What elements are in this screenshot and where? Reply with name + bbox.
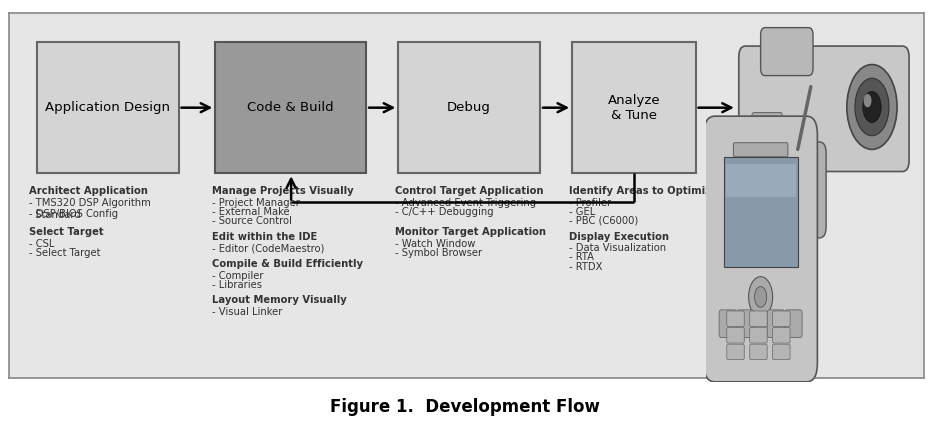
Text: - C/C++ Debugging: - C/C++ Debugging [395, 207, 494, 217]
Circle shape [863, 94, 870, 107]
FancyBboxPatch shape [736, 310, 754, 338]
Circle shape [754, 287, 766, 307]
FancyBboxPatch shape [772, 311, 789, 326]
Text: Select Target: Select Target [30, 227, 104, 237]
Text: Analyze
& Tune: Analyze & Tune [607, 94, 660, 122]
FancyBboxPatch shape [726, 328, 743, 343]
Text: - Visual Linker: - Visual Linker [213, 307, 282, 317]
Text: - Editor (CodeMaestro): - Editor (CodeMaestro) [213, 243, 325, 254]
FancyBboxPatch shape [723, 157, 797, 267]
FancyBboxPatch shape [772, 328, 789, 343]
Text: Application Design: Application Design [45, 101, 170, 114]
FancyBboxPatch shape [764, 142, 825, 238]
FancyBboxPatch shape [767, 310, 784, 338]
Text: - RTDX: - RTDX [569, 262, 602, 272]
Text: - Project Manager: - Project Manager [213, 198, 300, 208]
FancyBboxPatch shape [725, 164, 794, 197]
Text: - Libraries: - Libraries [213, 280, 262, 290]
Text: - Profiler: - Profiler [569, 198, 611, 208]
Text: - Advanced Event Triggering: - Advanced Event Triggering [395, 198, 536, 208]
Text: Manage Projects Visually: Manage Projects Visually [213, 186, 354, 196]
Text: Edit within the IDE: Edit within the IDE [213, 232, 317, 242]
Text: Layout Memory Visually: Layout Memory Visually [213, 296, 347, 305]
Text: Monitor Target Application: Monitor Target Application [395, 227, 546, 237]
Circle shape [854, 78, 888, 136]
FancyBboxPatch shape [784, 310, 801, 338]
Circle shape [862, 91, 880, 122]
Text: - External Make: - External Make [213, 207, 290, 217]
Text: Figure 1.  Development Flow: Figure 1. Development Flow [329, 398, 599, 416]
FancyBboxPatch shape [572, 42, 695, 173]
Text: - Symbol Browser: - Symbol Browser [395, 248, 482, 258]
Text: Control Target Application: Control Target Application [395, 186, 544, 196]
FancyBboxPatch shape [749, 344, 767, 360]
Text: - Compiler: - Compiler [213, 271, 264, 281]
Text: - Source Control: - Source Control [213, 216, 292, 226]
Text: - Watch Window: - Watch Window [395, 239, 475, 248]
Text: Compile & Build Efficiently: Compile & Build Efficiently [213, 259, 363, 269]
FancyBboxPatch shape [718, 310, 736, 338]
FancyBboxPatch shape [749, 328, 767, 343]
Text: - PBC (C6000): - PBC (C6000) [569, 216, 638, 226]
FancyBboxPatch shape [37, 42, 178, 173]
Text: Debug: Debug [446, 101, 491, 114]
Text: Code & Build: Code & Build [247, 101, 334, 114]
Text: - Select Target: - Select Target [30, 248, 101, 258]
FancyBboxPatch shape [726, 311, 743, 326]
FancyBboxPatch shape [703, 116, 817, 382]
FancyBboxPatch shape [398, 42, 539, 173]
Text: - DSP/BIOS Config: - DSP/BIOS Config [30, 209, 119, 219]
FancyBboxPatch shape [760, 27, 812, 76]
Text: Architect Application: Architect Application [30, 186, 148, 196]
FancyBboxPatch shape [726, 344, 743, 360]
Text: Display Execution: Display Execution [569, 232, 668, 242]
Text: - RTA: - RTA [569, 252, 594, 263]
Circle shape [846, 64, 896, 149]
FancyBboxPatch shape [751, 112, 781, 142]
Text: Identify Areas to Optimize: Identify Areas to Optimize [569, 186, 717, 196]
FancyBboxPatch shape [772, 344, 789, 360]
Text: - CSL: - CSL [30, 239, 55, 248]
Text: - Data Visualization: - Data Visualization [569, 243, 665, 254]
FancyBboxPatch shape [738, 46, 909, 172]
FancyBboxPatch shape [215, 42, 366, 173]
FancyBboxPatch shape [732, 143, 787, 157]
Text: - GEL: - GEL [569, 207, 595, 217]
Text: - TMS320 DSP Algorithm
  Standard: - TMS320 DSP Algorithm Standard [30, 198, 151, 220]
FancyBboxPatch shape [749, 311, 767, 326]
Circle shape [748, 277, 772, 317]
